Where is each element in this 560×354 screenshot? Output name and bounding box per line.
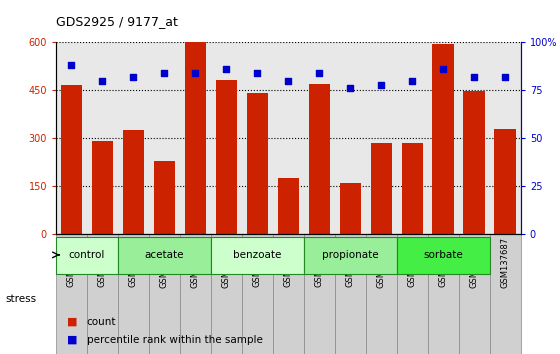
Text: sorbate: sorbate — [423, 250, 463, 260]
Text: acetate: acetate — [144, 250, 184, 260]
Bar — [92, 141, 113, 234]
Bar — [153, 161, 175, 234]
Bar — [339, 183, 361, 234]
FancyBboxPatch shape — [397, 236, 490, 274]
Bar — [309, 84, 330, 234]
Bar — [464, 91, 485, 234]
Text: GDS2925 / 9177_at: GDS2925 / 9177_at — [56, 15, 178, 28]
Bar — [216, 80, 237, 234]
Point — [98, 78, 107, 84]
Bar — [432, 44, 454, 234]
Bar — [459, 234, 490, 354]
Bar — [56, 234, 87, 354]
Bar — [490, 234, 521, 354]
Bar — [304, 234, 335, 354]
Text: stress: stress — [6, 294, 37, 304]
Text: ■: ■ — [67, 335, 78, 345]
Bar — [335, 234, 366, 354]
Point — [315, 70, 324, 76]
Bar — [402, 143, 423, 234]
Point — [501, 74, 510, 80]
Bar — [273, 234, 304, 354]
Point — [67, 63, 76, 68]
Point — [470, 74, 479, 80]
FancyBboxPatch shape — [56, 236, 118, 274]
Bar — [428, 234, 459, 354]
Bar — [371, 143, 392, 234]
Bar — [123, 130, 144, 234]
Point — [439, 67, 448, 72]
Bar — [149, 234, 180, 354]
Point — [191, 70, 200, 76]
Bar — [366, 234, 397, 354]
Text: propionate: propionate — [322, 250, 379, 260]
Bar — [246, 92, 268, 234]
Text: control: control — [69, 250, 105, 260]
Bar — [242, 234, 273, 354]
Point — [253, 70, 262, 76]
Text: benzoate: benzoate — [233, 250, 282, 260]
Bar — [180, 234, 211, 354]
Point — [377, 82, 386, 87]
Point — [129, 74, 138, 80]
Bar — [87, 234, 118, 354]
Point — [346, 86, 355, 91]
Point — [222, 67, 231, 72]
Text: percentile rank within the sample: percentile rank within the sample — [87, 335, 263, 345]
FancyBboxPatch shape — [304, 236, 397, 274]
Point — [160, 70, 169, 76]
FancyBboxPatch shape — [118, 236, 211, 274]
Text: count: count — [87, 317, 116, 327]
FancyBboxPatch shape — [211, 236, 304, 274]
Point — [284, 78, 293, 84]
Bar — [494, 129, 516, 234]
Bar — [397, 234, 428, 354]
Bar — [211, 234, 242, 354]
Bar — [118, 234, 149, 354]
Bar — [60, 85, 82, 234]
Point — [408, 78, 417, 84]
Bar — [278, 178, 299, 234]
Bar — [185, 42, 206, 234]
Text: ■: ■ — [67, 317, 78, 327]
